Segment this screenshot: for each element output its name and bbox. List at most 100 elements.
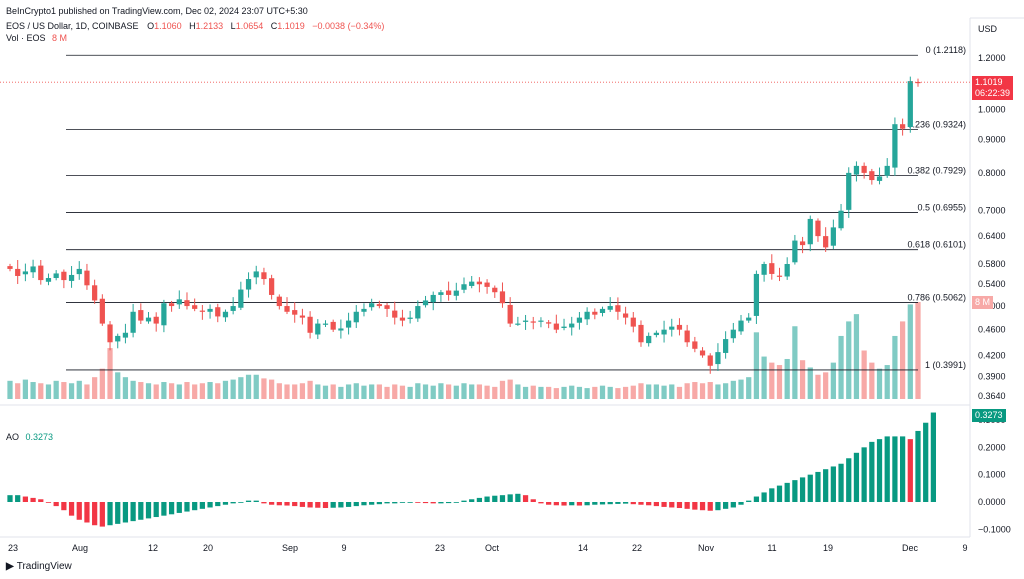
low-value: 1.0654: [235, 21, 264, 31]
price-axis[interactable]: 1.20001.10001.00000.90000.80000.70000.64…: [978, 53, 1006, 401]
candle-body: [415, 306, 421, 319]
symbol-label[interactable]: EOS / US Dollar, 1D, COINBASE: [6, 21, 139, 31]
time-axis[interactable]: 23 Aug 12 20 Sep 9 23 Oct 14 22 Nov 11 19 Dec 9: [8, 543, 968, 553]
publisher-note: BeInCrypto1 published on TradingView.com…: [6, 6, 308, 16]
price-tick-label: 0.7000: [978, 206, 1006, 216]
candle-body: [361, 308, 367, 312]
ao-bar: [292, 502, 298, 507]
ao-bar: [68, 502, 75, 516]
candle-body: [115, 335, 121, 342]
candle-body: [68, 274, 75, 281]
candle-body: [392, 310, 398, 318]
volume-bar: [315, 384, 321, 399]
volume-bar: [792, 326, 798, 399]
volume-bar: [392, 384, 398, 399]
fib-retracement[interactable]: 0 (1.2118) 0.236 (0.9324) 0.382 (0.7929) 0.…: [66, 45, 966, 371]
ao-bar: [30, 497, 36, 502]
ao-bar: [738, 502, 744, 505]
candle-body: [707, 355, 713, 366]
ao-bar: [915, 430, 921, 502]
candle-body: [792, 240, 798, 263]
ao-bar: [469, 499, 475, 502]
ao-bar: [61, 502, 67, 511]
candle-body: [507, 304, 513, 324]
volume-bar: [838, 335, 844, 399]
candle-body: [422, 300, 429, 306]
tradingview-logo[interactable]: ▶ TradingView: [6, 561, 72, 572]
candle-body: [599, 308, 606, 313]
price-tick-label: 0.9000: [978, 135, 1006, 145]
volume-bar: [530, 385, 536, 399]
volume-bar: [569, 385, 575, 399]
volume-bar: [692, 382, 698, 399]
candle-body: [53, 273, 59, 279]
volume-bar: [869, 362, 875, 399]
fib-level-label: 0.5 (0.6955): [917, 203, 966, 213]
candle-body: [830, 227, 836, 246]
candle-body: [176, 299, 182, 305]
volume-bar: [484, 385, 490, 399]
price-tick-label: 1.0000: [978, 105, 1006, 115]
candle-body: [607, 306, 613, 310]
ao-bar: [22, 496, 29, 502]
candle-body: [769, 263, 775, 274]
ao-bar: [430, 502, 436, 504]
volume-bar: [376, 384, 382, 399]
ao-bar: [869, 441, 875, 502]
volume-bar: [161, 382, 167, 399]
candle-body: [622, 313, 629, 318]
volume-bar: [30, 382, 36, 399]
ao-bar: [130, 502, 136, 522]
ao-bar: [569, 502, 575, 506]
volume-bar: [884, 365, 890, 399]
ao-bar: [676, 502, 683, 509]
ao-bar: [476, 497, 483, 502]
volume-bar: [730, 380, 736, 399]
ao-bar: [253, 500, 259, 502]
currency-label[interactable]: USD: [978, 24, 998, 34]
ao-label: AO: [6, 432, 20, 442]
volume-bar: [769, 362, 775, 399]
volume-bar: [222, 380, 229, 399]
ao-bar: [684, 502, 690, 509]
time-tick-label: 23: [435, 543, 445, 553]
candle-body: [892, 124, 898, 168]
candle-body: [492, 287, 498, 293]
volume-bar: [153, 384, 159, 399]
volume-bar: [576, 386, 583, 399]
volume-bar: [307, 380, 313, 399]
volume-bar: [915, 302, 921, 399]
ao-bar: [638, 502, 644, 505]
volume-legend[interactable]: Vol · EOS 8 M: [6, 33, 67, 43]
candle-body: [84, 270, 90, 286]
ao-bar: [507, 494, 513, 502]
volume-bar: [353, 383, 359, 399]
volume-bar: [422, 384, 429, 399]
candle-body: [553, 323, 559, 330]
volume-bar: [538, 386, 544, 399]
volume-bar: [599, 385, 606, 399]
candle-body: [338, 328, 344, 331]
candle-body: [168, 303, 175, 307]
price-tick-label: 0.4200: [978, 350, 1006, 360]
volume-bar: [761, 356, 767, 399]
candle-body: [692, 341, 698, 349]
ao-bar: [653, 502, 659, 507]
candle-body: [322, 323, 329, 325]
ao-tick-label: −0.1000: [978, 524, 1011, 534]
price-tick-label: 0.3900: [978, 371, 1006, 381]
candle-body: [899, 124, 906, 129]
volume-bar: [253, 374, 259, 399]
ao-bar: [168, 502, 175, 515]
volume-bar: [469, 384, 475, 399]
candle-body: [653, 332, 659, 336]
ao-bar: [907, 439, 913, 502]
candle-body: [199, 310, 205, 312]
ao-legend[interactable]: AO 0.3273: [6, 432, 53, 442]
ao-bar: [384, 502, 390, 504]
candle-body: [92, 285, 98, 301]
time-tick-label: Sep: [282, 543, 298, 553]
ao-bar: [76, 502, 82, 520]
